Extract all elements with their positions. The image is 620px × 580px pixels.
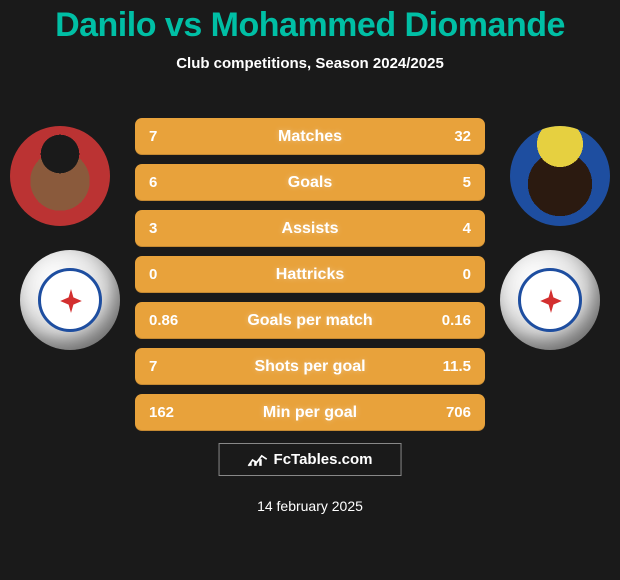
rangers-crest-icon (518, 268, 582, 332)
stat-right-value: 11.5 (423, 358, 471, 375)
chart-icon (248, 452, 268, 468)
stat-right-value: 4 (423, 220, 471, 237)
stat-label: Hattricks (276, 266, 344, 284)
brand-badge[interactable]: FcTables.com (219, 443, 402, 476)
page-title: Danilo vs Mohammed Diomande (0, 6, 620, 45)
stat-label: Min per goal (263, 404, 357, 422)
stat-left-value: 7 (149, 128, 197, 145)
player-right-avatar (510, 126, 610, 226)
page-subtitle: Club competitions, Season 2024/2025 (0, 55, 620, 72)
stat-row: 7 Shots per goal 11.5 (135, 348, 485, 385)
stats-table: 7 Matches 32 6 Goals 5 3 Assists 4 0 Hattricks 0 0.8… (135, 118, 485, 431)
avatar-placeholder-icon (510, 126, 610, 226)
stat-row: 0 Hattricks 0 (135, 256, 485, 293)
stat-left-value: 3 (149, 220, 197, 237)
stat-right-value: 0.16 (423, 312, 471, 329)
stat-left-value: 0 (149, 266, 197, 283)
brand-label: FcTables.com (274, 451, 373, 468)
stat-left-value: 0.86 (149, 312, 197, 329)
avatar-placeholder-icon (10, 126, 110, 226)
stat-left-value: 162 (149, 404, 197, 421)
player-left-avatar (10, 126, 110, 226)
stat-row: 0.86 Goals per match 0.16 (135, 302, 485, 339)
stat-label: Goals (288, 174, 332, 192)
stat-right-value: 706 (423, 404, 471, 421)
stat-right-value: 32 (423, 128, 471, 145)
stat-label: Goals per match (247, 312, 372, 330)
stat-row: 6 Goals 5 (135, 164, 485, 201)
stat-right-value: 5 (423, 174, 471, 191)
rangers-crest-icon (38, 268, 102, 332)
stat-left-value: 6 (149, 174, 197, 191)
stat-row: 162 Min per goal 706 (135, 394, 485, 431)
stat-label: Matches (278, 128, 342, 146)
club-badge-left (20, 250, 120, 350)
stat-row: 3 Assists 4 (135, 210, 485, 247)
club-badge-right (500, 250, 600, 350)
stat-row: 7 Matches 32 (135, 118, 485, 155)
stat-left-value: 7 (149, 358, 197, 375)
stat-label: Shots per goal (254, 358, 365, 376)
stat-label: Assists (282, 220, 339, 238)
stat-right-value: 0 (423, 266, 471, 283)
comparison-date: 14 february 2025 (0, 498, 620, 514)
